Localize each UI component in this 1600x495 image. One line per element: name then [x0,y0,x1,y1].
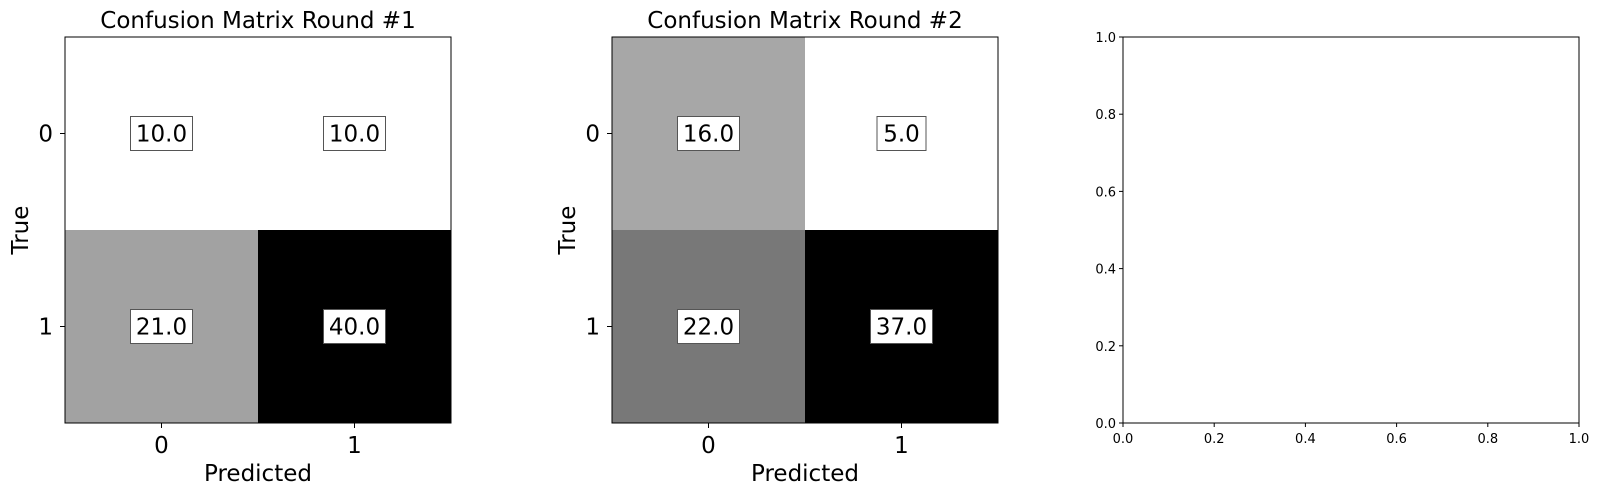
plot-frame [611,36,999,424]
y-axis-label: True [555,206,581,256]
cell-label-box [323,309,386,344]
x-axis-label: Predicted [204,461,312,487]
y-tick-label: 0.2 [1095,340,1116,355]
cell-value-label: 21.0 [136,315,187,341]
x-tick-label: 1 [894,433,909,459]
cell-label-box [876,116,927,151]
cell-label-box [323,116,386,151]
cell-value-label: 5.0 [883,122,920,148]
cell-value-label: 22.0 [683,315,734,341]
cell-label-box [130,116,193,151]
x-tick-label: 0.6 [1386,432,1407,447]
empty-axes: 0.0 0.2 0.4 0.6 0.8 1.0 0.0 0.2 0.4 0.6 0.8 1.0 [1095,31,1589,447]
y-tick-label: 0.4 [1095,263,1116,278]
y-tick-label: 1.0 [1095,31,1116,46]
cell-value-label: 37.0 [876,315,927,341]
y-tick-label: 0.0 [1095,417,1116,432]
cell-label-box [677,116,740,151]
x-tick-label: 0.0 [1113,432,1134,447]
x-tick-label: 1.0 [1569,432,1590,447]
y-tick-label: 1 [585,315,600,341]
y-tick-label: 0 [585,122,600,148]
x-axis-label: Predicted [751,461,859,487]
y-tick-label: 0 [38,122,53,148]
chart-title: Confusion Matrix Round #1 [100,8,415,34]
confusion-matrix-round-2: Confusion Matrix Round #2 16.0 5.0 22.0 37.… [555,8,999,487]
cell-label-box [130,309,193,344]
x-tick-label: 0.2 [1204,432,1225,447]
x-tick-label: 0.4 [1295,432,1316,447]
x-tick-label: 0.8 [1477,432,1498,447]
plot-frame [64,36,452,424]
cell-label-box [677,309,740,344]
x-tick-label: 0 [154,433,169,459]
cell-value-label: 10.0 [136,122,187,148]
x-tick-label: 1 [347,433,362,459]
cell-value-label: 16.0 [683,122,734,148]
x-tick-label: 0 [701,433,716,459]
y-tick-label: 1 [38,315,53,341]
y-axis-label: True [8,206,34,256]
confusion-matrix-round-1: Confusion Matrix Round #1 10.0 10.0 21.0 40… [8,8,452,487]
cell-label-box [870,309,933,344]
cell-value-label: 10.0 [329,122,380,148]
cell-value-label: 40.0 [329,315,380,341]
y-tick-label: 0.8 [1095,108,1116,123]
plot-frame [1122,36,1580,424]
chart-title: Confusion Matrix Round #2 [647,8,962,34]
y-tick-label: 0.6 [1095,185,1116,200]
